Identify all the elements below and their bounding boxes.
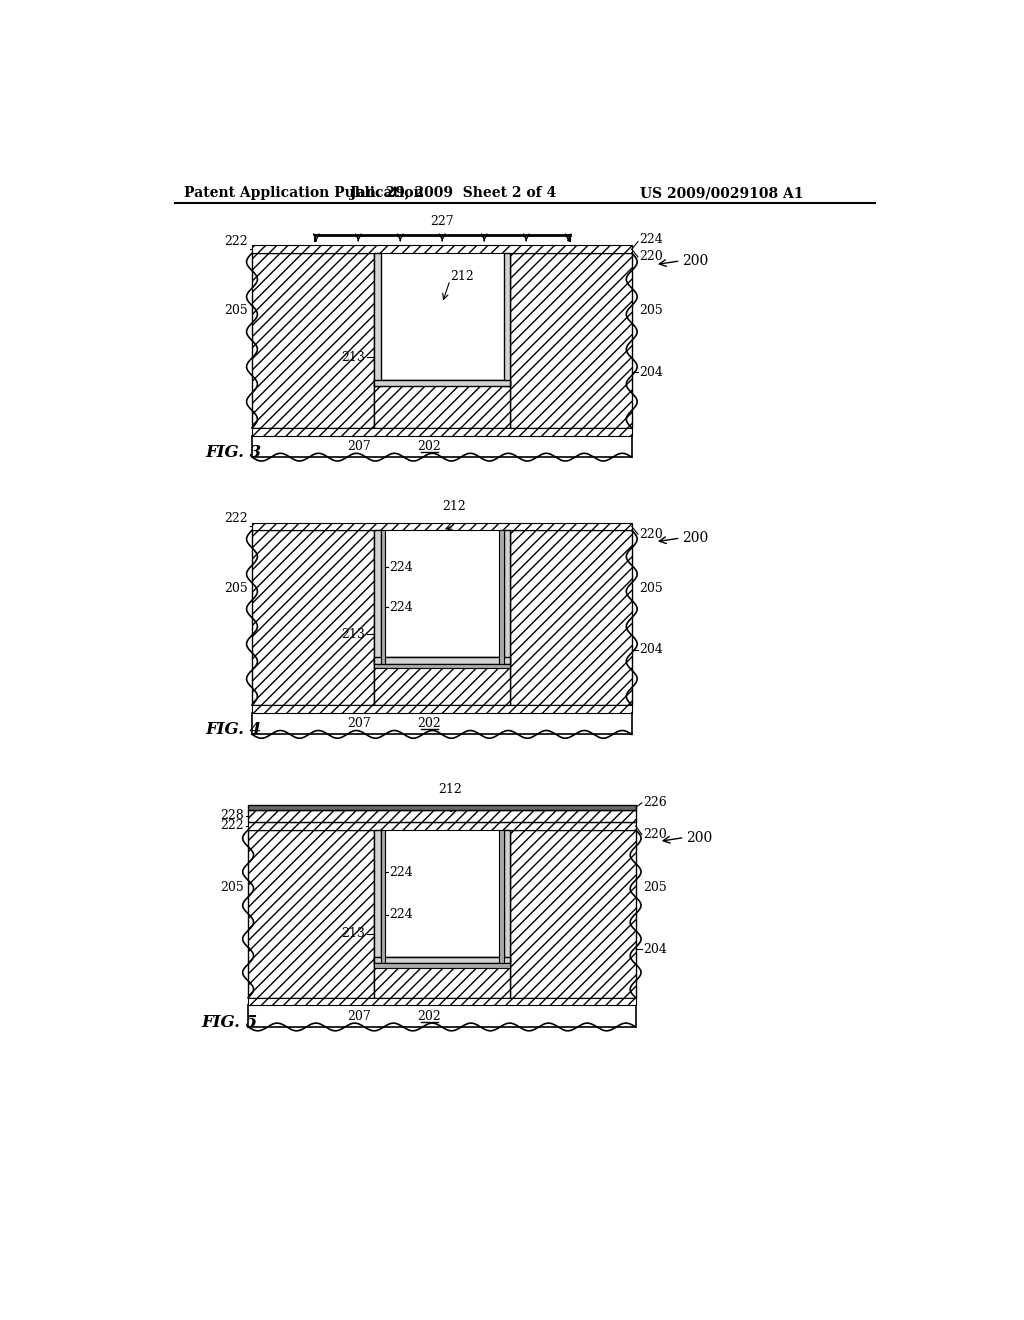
Text: 220: 220 <box>643 828 667 841</box>
Bar <box>252 253 375 428</box>
Bar <box>248 822 636 830</box>
Bar <box>381 531 385 664</box>
Text: 222: 222 <box>224 235 248 248</box>
Text: 204: 204 <box>640 643 664 656</box>
Text: 212: 212 <box>442 499 466 512</box>
Bar <box>375 531 381 664</box>
Text: FIG. 5: FIG. 5 <box>202 1014 258 1031</box>
Text: 200: 200 <box>686 830 713 845</box>
Text: 213: 213 <box>341 927 366 940</box>
Bar <box>500 830 504 964</box>
Text: 220: 220 <box>640 528 664 541</box>
Text: FIG. 3: FIG. 3 <box>206 444 262 461</box>
Bar <box>375 957 510 998</box>
Text: 220: 220 <box>640 251 664 264</box>
Text: 227: 227 <box>430 215 454 227</box>
Text: FIG. 4: FIG. 4 <box>206 721 262 738</box>
Text: 202: 202 <box>417 1010 440 1023</box>
Bar <box>375 830 381 964</box>
Text: 204: 204 <box>640 366 664 379</box>
Bar <box>375 380 510 428</box>
Text: 212: 212 <box>450 269 474 282</box>
Bar <box>504 253 510 387</box>
Bar <box>252 713 632 734</box>
Bar <box>504 531 510 664</box>
Text: 205: 205 <box>224 305 248 317</box>
Bar <box>510 531 632 705</box>
Bar <box>248 1006 636 1027</box>
Text: 200: 200 <box>682 253 709 268</box>
Bar <box>510 830 636 998</box>
Bar <box>248 805 636 810</box>
Text: 224: 224 <box>389 601 413 614</box>
Bar <box>375 380 510 387</box>
Text: 222: 222 <box>224 512 248 525</box>
Bar <box>375 253 381 387</box>
Text: 224: 224 <box>389 908 413 921</box>
Text: 224: 224 <box>640 232 664 246</box>
Text: 224: 224 <box>389 561 413 574</box>
Bar <box>500 531 504 664</box>
Bar <box>252 246 632 253</box>
Text: 224: 224 <box>389 866 413 879</box>
Text: 222: 222 <box>220 820 245 833</box>
Text: 207: 207 <box>347 717 371 730</box>
Text: 205: 205 <box>220 880 245 894</box>
Bar <box>252 436 632 457</box>
Text: 226: 226 <box>643 796 667 809</box>
Text: Jan. 29, 2009  Sheet 2 of 4: Jan. 29, 2009 Sheet 2 of 4 <box>350 186 557 201</box>
Bar <box>381 830 385 964</box>
Text: 207: 207 <box>347 1010 371 1023</box>
Bar <box>504 830 510 964</box>
Text: 200: 200 <box>682 531 709 545</box>
Text: 213: 213 <box>341 351 366 363</box>
Text: 204: 204 <box>643 942 668 956</box>
Text: 202: 202 <box>417 440 440 453</box>
Bar <box>510 253 632 428</box>
Bar <box>252 428 632 436</box>
Bar <box>375 657 510 664</box>
Text: 205: 205 <box>224 582 248 594</box>
Bar <box>248 810 636 822</box>
Text: 212: 212 <box>438 783 462 796</box>
Bar <box>252 523 632 531</box>
Text: US 2009/0029108 A1: US 2009/0029108 A1 <box>640 186 803 201</box>
Text: 228: 228 <box>220 809 245 822</box>
Text: 205: 205 <box>643 880 667 894</box>
Bar <box>252 531 375 705</box>
Bar <box>248 998 636 1006</box>
Text: 202: 202 <box>417 717 440 730</box>
Bar <box>375 964 510 968</box>
Bar <box>375 664 510 668</box>
Text: 205: 205 <box>640 582 664 594</box>
Text: 213: 213 <box>341 628 366 640</box>
Text: 207: 207 <box>347 440 371 453</box>
Text: Patent Application Publication: Patent Application Publication <box>183 186 424 201</box>
Text: 205: 205 <box>640 305 664 317</box>
Bar <box>248 830 375 998</box>
Bar <box>375 657 510 705</box>
Bar <box>375 957 510 964</box>
Bar <box>252 705 632 713</box>
